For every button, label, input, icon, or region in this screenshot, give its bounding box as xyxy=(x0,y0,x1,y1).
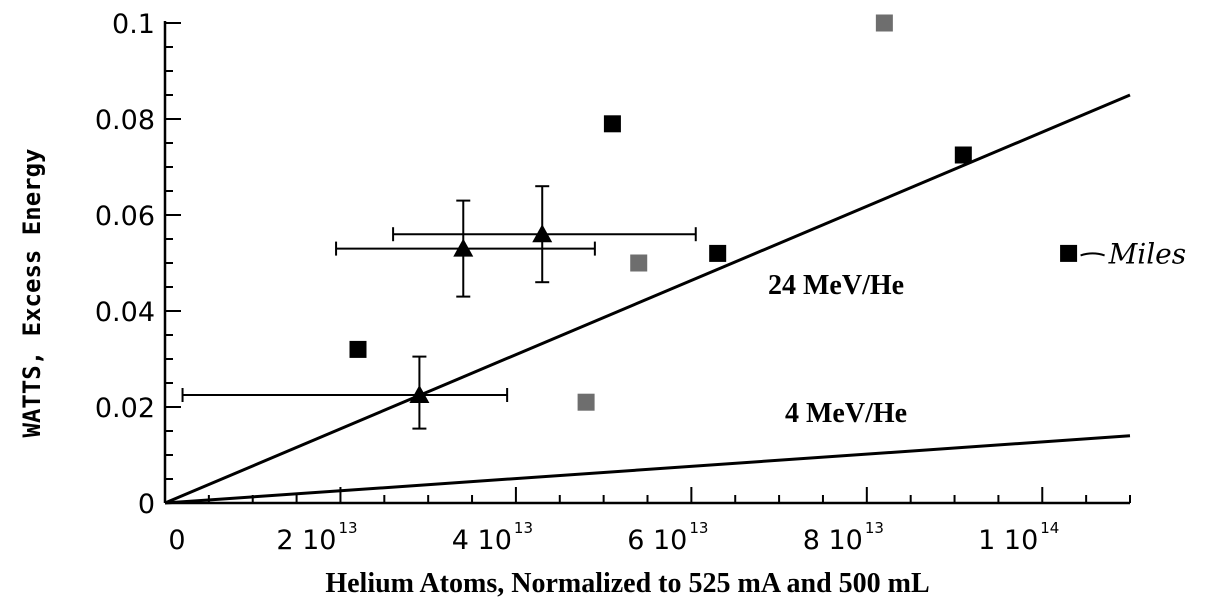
data-points xyxy=(349,14,1078,411)
x-tick-label: 0 xyxy=(168,525,185,556)
y-tick-label: 0.02 xyxy=(95,393,155,424)
error-bars xyxy=(181,185,697,430)
annotation-arrow xyxy=(1080,252,1105,257)
y-tick-label: 0.06 xyxy=(95,201,155,232)
square-marker xyxy=(577,393,595,411)
x-tick-label: 4 10 13 xyxy=(452,519,533,556)
square-marker xyxy=(349,340,367,358)
reference-line xyxy=(164,93,1131,505)
x-tick-label: 2 10 13 xyxy=(276,519,357,556)
x-tick-label: 1 10 14 xyxy=(978,519,1059,556)
x-tick-base: 6 10 xyxy=(627,525,687,556)
reference-line-label: 24 MeV/He xyxy=(768,270,904,301)
square-marker xyxy=(1060,244,1078,262)
x-tick-exponent: 13 xyxy=(338,519,357,537)
x-axis-label: Helium Atoms, Normalized to 525 mA and 5… xyxy=(325,568,929,599)
annotation-text: Miles xyxy=(1108,237,1187,270)
y-tick-label: 0.04 xyxy=(95,297,155,328)
reference-lines xyxy=(164,93,1131,505)
x-tick-base: 2 10 xyxy=(276,525,336,556)
square-marker xyxy=(709,244,727,262)
square-marker xyxy=(875,14,893,32)
square-marker xyxy=(603,115,621,133)
x-tick-label: 8 10 13 xyxy=(803,519,884,556)
axes: 00.020.040.060.080.10 2 10 13 4 10 13 6 10 13 8… xyxy=(95,9,1131,556)
x-tick-base: 1 10 xyxy=(978,525,1038,556)
x-tick-exponent: 14 xyxy=(1040,519,1059,537)
reference-line-label: 4 MeV/He xyxy=(785,398,907,429)
x-tick-label: 6 10 13 xyxy=(627,519,708,556)
triangle-marker xyxy=(409,385,430,403)
x-tick-exponent: 13 xyxy=(865,519,884,537)
x-tick-exponent: 13 xyxy=(689,519,708,537)
square-marker xyxy=(630,254,648,272)
y-tick-label: 0 xyxy=(138,489,155,520)
y-axis-label: WATTS, Excess Energy xyxy=(18,149,46,438)
labels: Helium Atoms, Normalized to 525 mA and 5… xyxy=(18,149,1186,599)
triangle-marker xyxy=(532,224,553,243)
y-tick-label: 0.08 xyxy=(95,105,155,136)
triangle-marker xyxy=(453,238,474,257)
y-tick-label: 0.1 xyxy=(112,9,155,40)
square-marker xyxy=(954,146,972,164)
x-tick-base: 8 10 xyxy=(803,525,863,556)
x-tick-base: 0 xyxy=(168,525,185,556)
x-tick-base: 4 10 xyxy=(452,525,512,556)
x-tick-exponent: 13 xyxy=(514,519,533,537)
reference-line xyxy=(164,434,1131,505)
